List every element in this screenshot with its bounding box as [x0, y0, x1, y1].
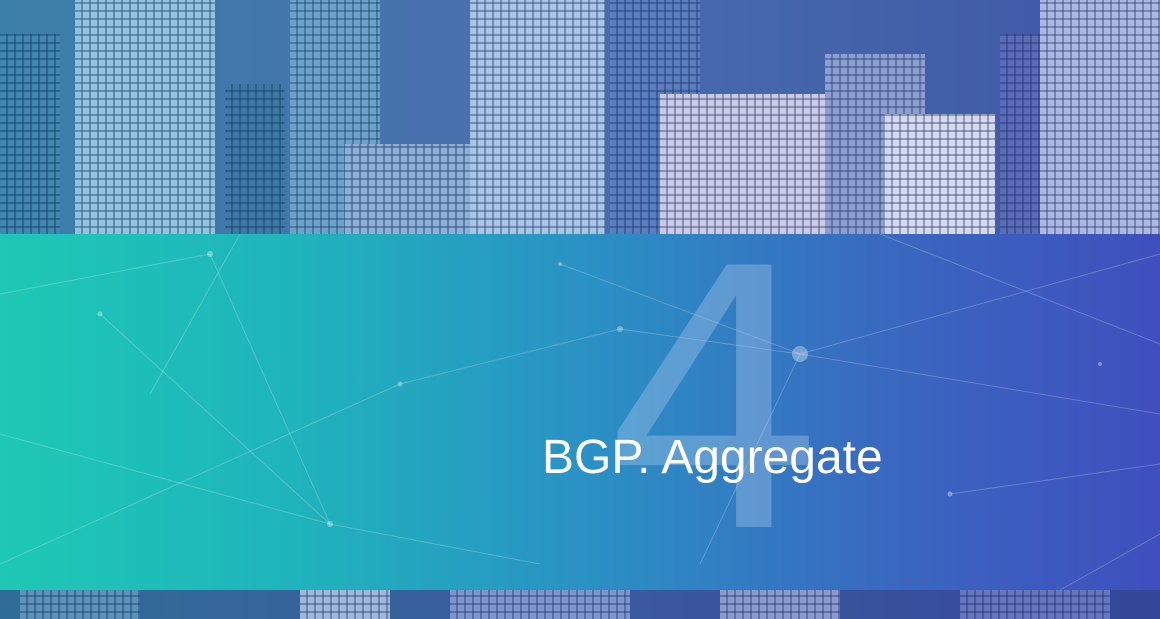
slide-title: BGP. Aggregate	[542, 431, 883, 484]
city-photo-top	[0, 0, 1160, 234]
network-lines-decoration	[0, 234, 1160, 590]
city-photo-bottom	[0, 590, 1160, 619]
title-band	[0, 234, 1160, 590]
section-number: 4	[600, 193, 829, 612]
